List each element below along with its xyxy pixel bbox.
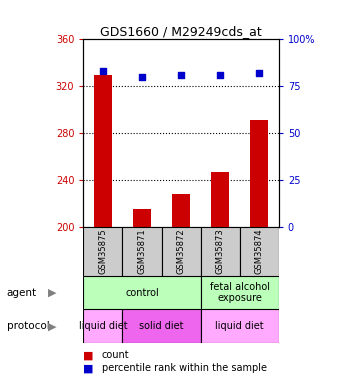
FancyBboxPatch shape	[201, 227, 240, 276]
Bar	[133, 209, 151, 227]
Bar	[172, 194, 190, 227]
Text: percentile rank within the sample: percentile rank within the sample	[102, 363, 267, 373]
Point	[218, 72, 223, 78]
FancyBboxPatch shape	[83, 276, 201, 309]
Text: liquid diet: liquid diet	[215, 321, 264, 331]
Text: GSM35875: GSM35875	[98, 228, 107, 274]
Text: solid diet: solid diet	[139, 321, 184, 331]
Text: ■: ■	[83, 351, 94, 360]
FancyBboxPatch shape	[83, 309, 122, 343]
Text: ▶: ▶	[49, 288, 57, 297]
Text: fetal alcohol
exposure: fetal alcohol exposure	[210, 282, 270, 303]
Title: GDS1660 / M29249cds_at: GDS1660 / M29249cds_at	[100, 25, 262, 38]
Text: control: control	[125, 288, 159, 297]
Point	[178, 72, 184, 78]
FancyBboxPatch shape	[201, 309, 279, 343]
FancyBboxPatch shape	[122, 309, 201, 343]
FancyBboxPatch shape	[240, 227, 279, 276]
FancyBboxPatch shape	[201, 276, 279, 309]
Text: GSM35874: GSM35874	[255, 228, 264, 274]
Text: liquid diet: liquid diet	[79, 321, 127, 331]
FancyBboxPatch shape	[122, 227, 162, 276]
Point	[256, 70, 262, 76]
Text: ■: ■	[83, 363, 94, 373]
Bar	[251, 120, 268, 227]
Text: GSM35873: GSM35873	[216, 228, 225, 274]
Text: GSM35872: GSM35872	[176, 228, 186, 274]
Text: protocol: protocol	[7, 321, 50, 331]
Bar	[211, 172, 229, 227]
Bar	[94, 75, 112, 227]
Text: count: count	[102, 351, 130, 360]
Text: agent: agent	[7, 288, 37, 297]
FancyBboxPatch shape	[83, 227, 122, 276]
Text: GSM35871: GSM35871	[137, 228, 147, 274]
Point	[139, 74, 145, 80]
Text: ▶: ▶	[49, 321, 57, 331]
FancyBboxPatch shape	[162, 227, 201, 276]
Point	[100, 68, 105, 74]
